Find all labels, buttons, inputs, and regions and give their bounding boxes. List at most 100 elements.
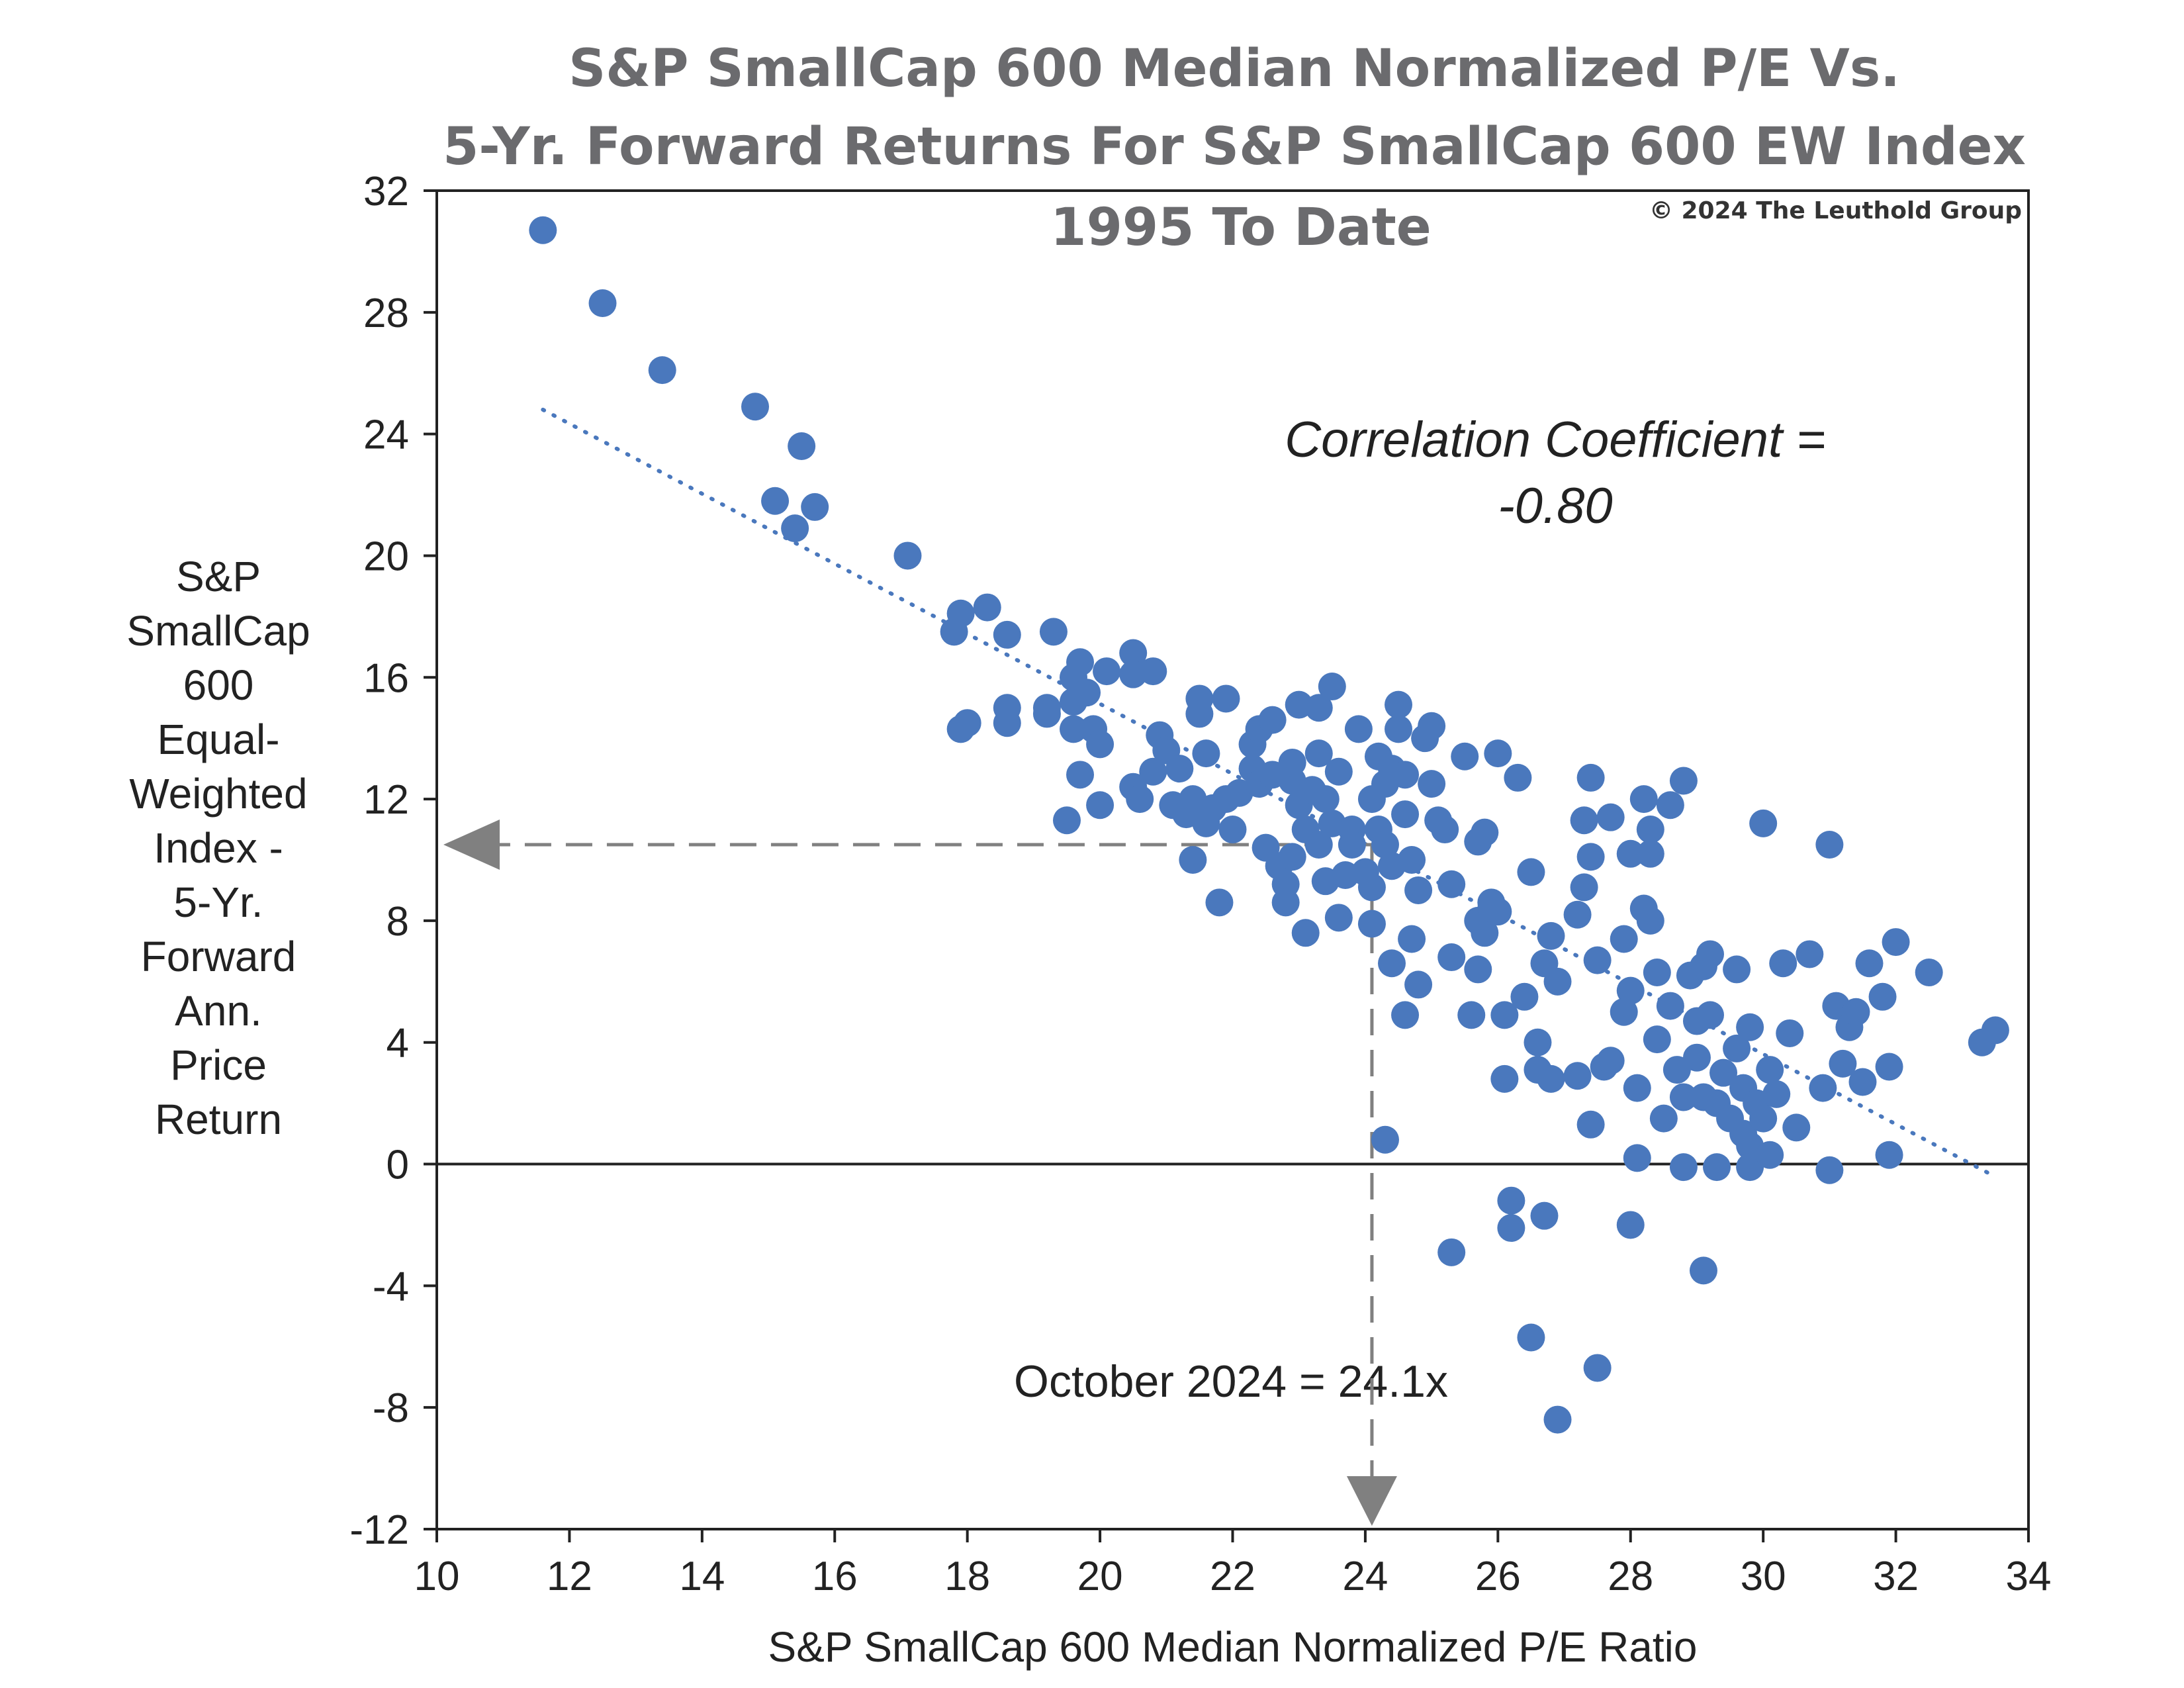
y-axis-title-line: Return (154, 1096, 283, 1143)
data-point (1709, 1058, 1738, 1087)
data-point (1371, 831, 1399, 859)
data-point (1404, 970, 1433, 999)
data-point (1981, 1016, 2009, 1045)
data-point (588, 289, 617, 318)
data-point (788, 432, 816, 461)
data-point (1669, 767, 1698, 795)
data-point (1855, 949, 1884, 978)
y-tick-label: 16 (363, 655, 409, 701)
y-axis-title-line: S&P (175, 553, 261, 600)
correlation-value: -0.80 (1498, 478, 1612, 534)
data-point (1344, 715, 1373, 743)
data-point (1782, 1113, 1811, 1142)
data-point (1736, 1013, 1764, 1041)
data-point (1756, 1141, 1784, 1169)
data-point (1324, 757, 1353, 786)
data-point (993, 620, 1021, 649)
data-point (1385, 690, 1413, 719)
data-point (1570, 806, 1598, 835)
data-point (1848, 1068, 1877, 1096)
data-point (1391, 1001, 1420, 1029)
data-point (1385, 715, 1413, 743)
data-point (1749, 1104, 1778, 1133)
data-point (761, 487, 790, 515)
x-tick-label: 34 (2006, 1554, 2052, 1599)
data-point (1762, 1080, 1791, 1108)
data-point (1490, 1001, 1519, 1029)
data-point (1915, 959, 1943, 987)
y-tick-label: 32 (363, 169, 409, 214)
x-tick-label: 24 (1342, 1554, 1388, 1599)
data-point (1357, 910, 1386, 938)
data-point (1378, 949, 1406, 978)
data-point (1703, 1153, 1731, 1182)
x-tick-label: 12 (547, 1554, 592, 1599)
data-point (529, 216, 557, 244)
data-point (1484, 739, 1512, 768)
y-axis-title-line: Price (170, 1041, 267, 1089)
data-point (1179, 846, 1207, 874)
data-point (1809, 1074, 1837, 1102)
data-point (1649, 1104, 1678, 1133)
x-tick-label: 14 (679, 1554, 725, 1599)
data-point (1471, 818, 1499, 847)
y-tick-label: -4 (373, 1264, 409, 1309)
data-point (1464, 955, 1492, 984)
data-point (1291, 919, 1320, 947)
data-point (1093, 657, 1121, 686)
data-point (648, 356, 676, 385)
data-point (1875, 1053, 1903, 1081)
x-tick-label: 26 (1475, 1554, 1521, 1599)
data-point (1530, 1201, 1559, 1230)
data-point (1086, 730, 1115, 759)
data-point (1391, 800, 1420, 829)
data-point (1497, 1186, 1525, 1215)
data-point (1636, 816, 1664, 844)
data-point (1829, 1049, 1857, 1078)
data-point (1629, 785, 1658, 814)
data-point (1497, 1214, 1525, 1243)
data-point (1431, 816, 1459, 844)
data-point (1205, 888, 1234, 917)
data-point (1623, 1144, 1651, 1172)
data-point (1815, 831, 1844, 859)
data-point (1636, 839, 1664, 868)
y-axis-title-line: Equal- (157, 716, 280, 763)
data-point (1537, 921, 1565, 950)
data-point (1066, 761, 1095, 789)
data-point (1583, 1354, 1612, 1382)
data-point (1543, 967, 1572, 996)
y-tick-label: -12 (349, 1507, 409, 1553)
y-axis-title-line: SmallCap (126, 607, 310, 655)
data-point (1662, 1056, 1691, 1084)
data-point (1311, 785, 1340, 814)
data-point (1484, 898, 1512, 926)
chart-title-line2: 5-Yr. Forward Returns For S&P SmallCap 6… (443, 117, 2026, 177)
data-point (1543, 1405, 1572, 1434)
data-point (1723, 1034, 1751, 1062)
data-point (1437, 1238, 1466, 1266)
data-point (1576, 1110, 1605, 1139)
data-point (1669, 1153, 1698, 1182)
data-point (1689, 1256, 1717, 1285)
data-point (993, 694, 1021, 722)
data-point (1278, 843, 1306, 871)
data-point (1769, 949, 1797, 978)
y-tick-label: 8 (387, 899, 409, 945)
data-point (1610, 925, 1638, 953)
data-point (1391, 761, 1420, 789)
correlation-label: Correlation Coefficient = (1285, 412, 1825, 468)
y-tick-label: -8 (373, 1385, 409, 1431)
data-point (1119, 639, 1148, 667)
y-axis-title-line: Forward (140, 933, 296, 980)
data-point (741, 393, 769, 421)
data-point (1165, 755, 1194, 783)
data-point (893, 541, 922, 570)
data-point (1563, 1062, 1592, 1090)
data-point (1696, 940, 1724, 968)
data-point (1278, 748, 1306, 776)
data-point (1610, 998, 1638, 1026)
y-axis-title-line: Ann. (175, 987, 262, 1035)
chart-subtitle: 1995 To Date (1050, 198, 1431, 258)
data-point (1218, 816, 1247, 844)
